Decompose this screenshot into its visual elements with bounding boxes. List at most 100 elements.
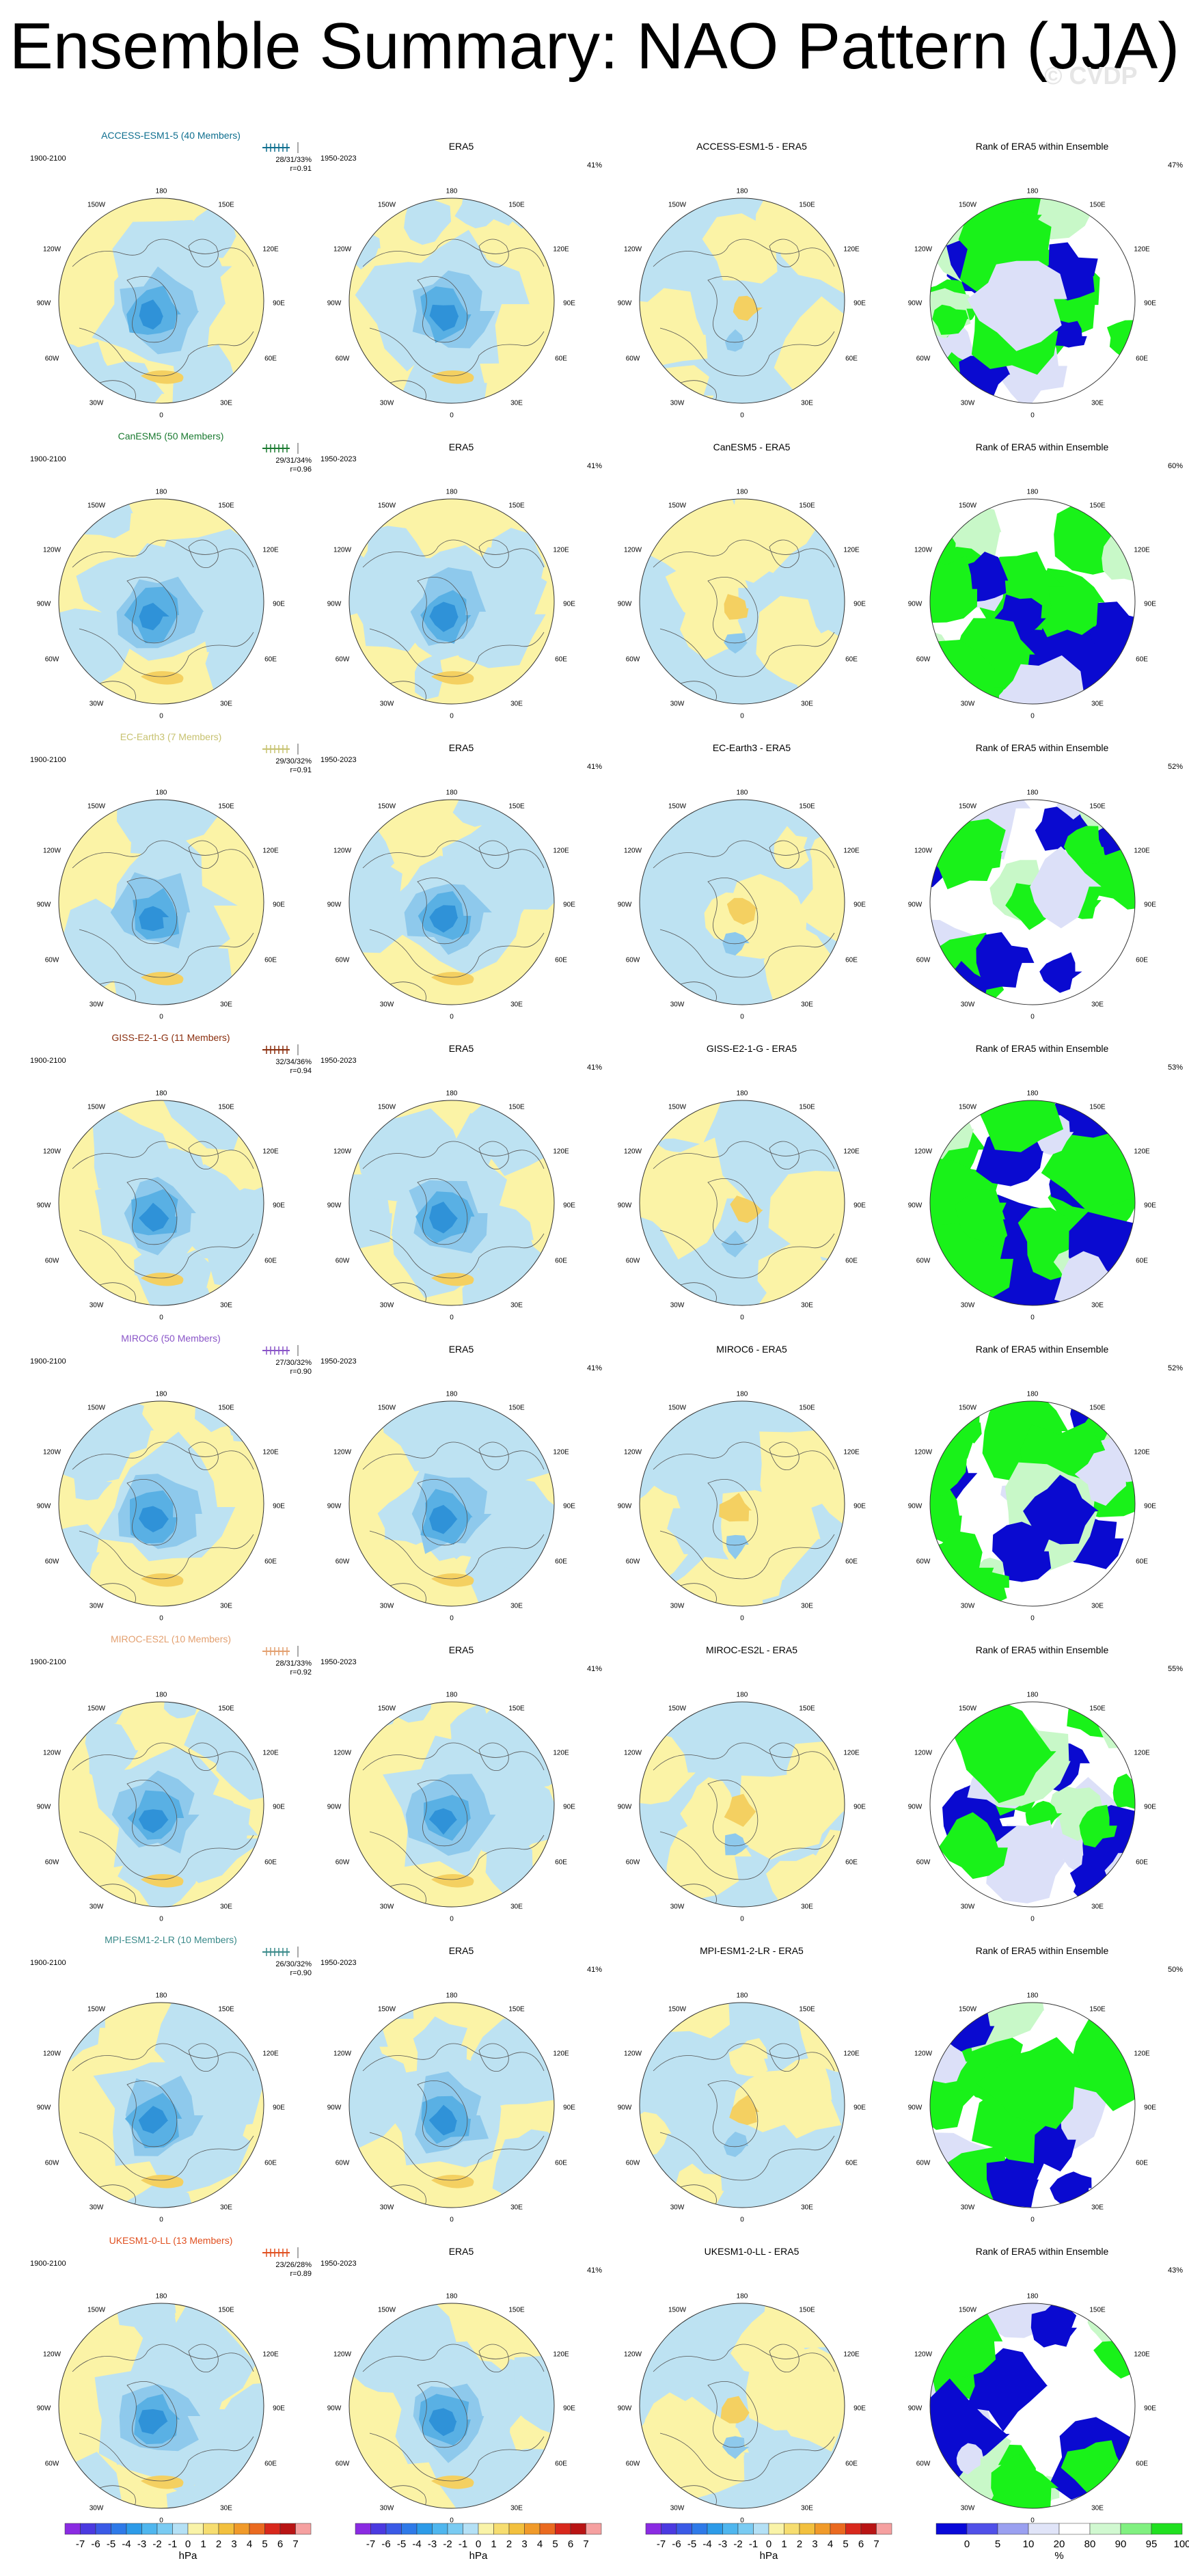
map-label-ur: 150E bbox=[218, 1404, 234, 1412]
map-label-ur: 150E bbox=[799, 1404, 815, 1412]
rank-percent-label: 47% bbox=[1167, 161, 1183, 170]
map-label-left: 90W bbox=[617, 1202, 632, 1210]
map-label-ur2: 120E bbox=[843, 2350, 860, 2359]
map-container: 180 0 90W 90E 150W 150E 120W 120E 60W 60E 30W 30E bbox=[31, 171, 291, 431]
map-label-ul2: 120W bbox=[42, 245, 62, 254]
panel-title-diff: ACCESS-ESM1-5 - ERA5 bbox=[696, 141, 807, 152]
map-label-ur: 150E bbox=[799, 2306, 815, 2314]
map-label-lr: 30E bbox=[510, 1301, 523, 1310]
panel-title-era5: ERA5 bbox=[448, 1644, 474, 1655]
correlation-label: r=0.91 bbox=[290, 766, 312, 774]
map-label-ll: 30W bbox=[960, 399, 975, 407]
map-label-lr2: 60E bbox=[264, 355, 277, 363]
map-label-top: 180 bbox=[155, 1089, 167, 1098]
map-container: 180 0 90W 90E 150W 150E 120W 120E 60W 60E 30W 30E bbox=[31, 472, 291, 731]
map-label-ll2: 60W bbox=[335, 355, 350, 363]
panel-diff-6: MPI-ESM1-2-LR - ERA5 180 0 90W 90E 150W 150E 12… bbox=[608, 1907, 895, 2224]
colorbar-swatch bbox=[218, 2523, 234, 2535]
map-label-ll2: 60W bbox=[335, 1257, 350, 1265]
stats-label: 26/30/32% bbox=[275, 1960, 312, 1968]
colorbar-swatch bbox=[187, 2523, 204, 2535]
map-label-ur: 150E bbox=[508, 802, 525, 811]
colorbar-swatch bbox=[1089, 2523, 1121, 2535]
map-container: 180 0 90W 90E 150W 150E 120W 120E 60W 60E 30W 30E bbox=[612, 1073, 872, 1333]
colorbar-tick: 80 bbox=[1084, 2538, 1096, 2550]
pressure-map bbox=[348, 1701, 555, 1908]
colorbar-hpa-era5: -7 -6 -5 -4 -3 -2 -1 0 1 2 3 4 5 6 7 hPa bbox=[335, 2521, 622, 2568]
percent-label: 41% bbox=[586, 1966, 602, 1974]
map-label-ul: 150W bbox=[87, 802, 106, 811]
colorbar-tick: 6 bbox=[277, 2538, 284, 2550]
map-label-ur2: 120E bbox=[843, 847, 860, 855]
map-label-lr: 30E bbox=[801, 1001, 813, 1009]
map-label-lr2: 60E bbox=[555, 956, 567, 964]
map-label-ur: 150E bbox=[799, 802, 815, 811]
map-label-left: 90W bbox=[617, 2104, 632, 2112]
map-container: 180 0 90W 90E 150W 150E 120W 120E 60W 60E 30W 30E bbox=[31, 772, 291, 1032]
map-label-top: 180 bbox=[1026, 1691, 1039, 1699]
map-label-lr2: 60E bbox=[1136, 655, 1148, 664]
map-container: 180 0 90W 90E 150W 150E 120W 120E 60W 60E 30W 30E bbox=[31, 1975, 291, 2235]
map-label-lr: 30E bbox=[220, 1301, 232, 1310]
panel-title-model: MPI-ESM1-2-LR (10 Members) bbox=[105, 1934, 237, 1945]
rank-map bbox=[929, 498, 1136, 705]
map-label-ul2: 120W bbox=[333, 245, 352, 254]
colorbar-swatch bbox=[555, 2523, 571, 2535]
map-label-ll: 30W bbox=[670, 2204, 685, 2212]
panel-model-6: MPI-ESM1-2-LR (10 Members) 1900-2100 26/30… bbox=[27, 1907, 314, 2224]
panel-era5-1: ERA5 1950-2023 41% 180 0 90W 90E 150W 150E 120W 12… bbox=[318, 403, 605, 720]
map-label-ll2: 60W bbox=[335, 2159, 350, 2167]
map-label-ur: 150E bbox=[508, 201, 525, 209]
map-label-ul: 150W bbox=[668, 2306, 687, 2314]
map-label-top: 180 bbox=[736, 187, 748, 195]
panel-rank-5: Rank of ERA5 within Ensemble 55% 180 0 90W 90… bbox=[899, 1606, 1186, 1923]
map-label-ll2: 60W bbox=[44, 655, 59, 664]
colorbar-tick: 3 bbox=[521, 2538, 528, 2550]
map-label-ur: 150E bbox=[218, 2306, 234, 2314]
panel-rank-1: Rank of ERA5 within Ensemble 60% 180 0 90W 90… bbox=[899, 403, 1186, 720]
map-label-ll: 30W bbox=[670, 700, 685, 708]
map-label-right: 90E bbox=[1144, 1502, 1156, 1510]
correlation-label: r=0.92 bbox=[290, 1668, 312, 1677]
map-label-bottom: 0 bbox=[740, 1314, 744, 1322]
rank-percent-label: 60% bbox=[1167, 462, 1183, 470]
colorbar-swatch bbox=[1120, 2523, 1152, 2535]
map-label-bottom: 0 bbox=[450, 411, 454, 420]
map-label-left: 90W bbox=[617, 901, 632, 909]
map-label-ul: 150W bbox=[377, 1404, 396, 1412]
map-label-ll2: 60W bbox=[916, 655, 931, 664]
colorbar-tick: -3 bbox=[137, 2538, 147, 2550]
map-label-left: 90W bbox=[907, 600, 922, 608]
pressure-map bbox=[58, 498, 264, 705]
panel-title-rank: Rank of ERA5 within Ensemble bbox=[975, 442, 1109, 452]
colorbar-swatch bbox=[799, 2523, 815, 2535]
map-label-ul2: 120W bbox=[914, 847, 933, 855]
map-label-lr: 30E bbox=[801, 1903, 813, 1911]
rank-percent-label: 43% bbox=[1167, 2266, 1183, 2275]
map-label-right: 90E bbox=[563, 2104, 575, 2112]
map-label-bottom: 0 bbox=[159, 1314, 163, 1322]
stats-label: 28/31/33% bbox=[275, 1659, 312, 1668]
colorbar-tick: 7 bbox=[583, 2538, 589, 2550]
panel-title-era5: ERA5 bbox=[448, 1043, 474, 1054]
map-label-top: 180 bbox=[446, 488, 458, 496]
map-label-ur2: 120E bbox=[262, 2050, 279, 2058]
map-label-top: 180 bbox=[155, 1691, 167, 1699]
map-label-ul2: 120W bbox=[623, 546, 642, 554]
map-label-right: 90E bbox=[273, 2404, 285, 2413]
map-label-lr: 30E bbox=[510, 1602, 523, 1610]
colorbar-swatch bbox=[966, 2523, 998, 2535]
rank-percent-label: 55% bbox=[1167, 1665, 1183, 1673]
map-label-ll2: 60W bbox=[335, 956, 350, 964]
map-label-ur: 150E bbox=[799, 1705, 815, 1713]
map-container: 180 0 90W 90E 150W 150E 120W 120E 60W 60E 30W 30E bbox=[903, 2276, 1162, 2536]
panel-title-era5: ERA5 bbox=[448, 141, 474, 152]
map-label-ul: 150W bbox=[377, 1705, 396, 1713]
correlation-label: r=0.96 bbox=[290, 465, 312, 474]
map-label-ul2: 120W bbox=[333, 1148, 352, 1156]
map-label-top: 180 bbox=[1026, 2292, 1039, 2301]
map-label-ur2: 120E bbox=[262, 1148, 279, 1156]
colorbar-unit: hPa bbox=[178, 2550, 197, 2562]
map-label-ur2: 120E bbox=[553, 1148, 569, 1156]
map-label-lr: 30E bbox=[220, 2204, 232, 2212]
